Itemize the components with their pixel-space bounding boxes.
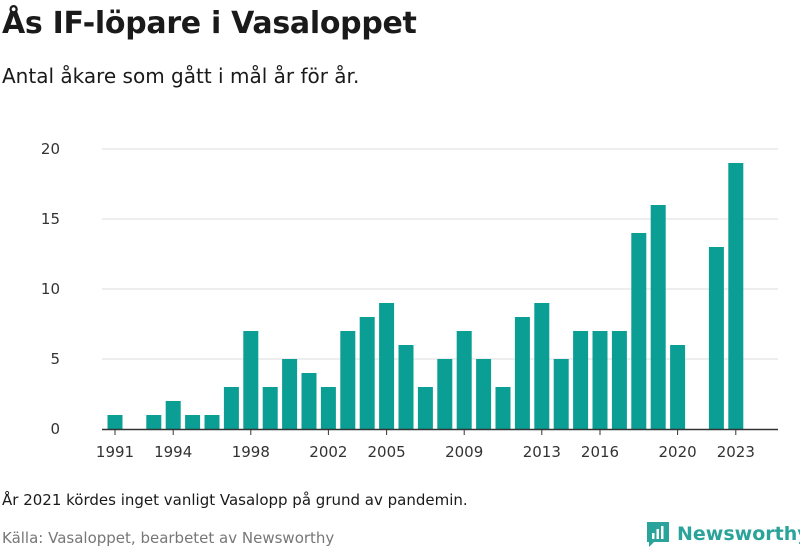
bar-2004 — [359, 317, 375, 429]
bar-2012 — [514, 317, 530, 429]
bar-2008 — [437, 359, 453, 429]
bar-2005 — [379, 303, 395, 429]
bar-1997 — [223, 387, 239, 429]
bar-2013 — [534, 303, 550, 429]
y-axis-ticks: 0 5 10 15 20 — [41, 140, 60, 438]
bar-2001 — [301, 373, 317, 429]
bar-2015 — [573, 331, 589, 429]
bar-1994 — [165, 401, 181, 429]
bar-2000 — [282, 359, 298, 429]
bar-2010 — [476, 359, 492, 429]
gridlines — [102, 148, 778, 360]
y-tick-label: 20 — [41, 140, 60, 158]
bar-2019 — [650, 205, 666, 429]
y-tick-label: 10 — [41, 280, 60, 298]
x-tick-label: 2023 — [717, 443, 755, 461]
x-tick-label: 2002 — [309, 443, 347, 461]
x-tick-label: 2009 — [445, 443, 483, 461]
bar-2023 — [728, 163, 744, 429]
bar-2007 — [417, 387, 433, 429]
bars — [107, 163, 744, 429]
x-tick-label: 1994 — [154, 443, 192, 461]
bar-1995 — [185, 415, 201, 429]
bar-1998 — [243, 331, 259, 429]
y-tick-label: 5 — [50, 350, 60, 368]
bar-1999 — [262, 387, 278, 429]
x-tick-label: 2016 — [581, 443, 619, 461]
bar-2006 — [398, 345, 414, 429]
x-axis-ticks: 1991 1994 1998 2002 2005 2009 2013 2016 2020 2023 — [96, 429, 755, 461]
chart-title: Ås IF-löpare i Vasaloppet — [2, 6, 417, 41]
x-tick-label: 2020 — [659, 443, 697, 461]
x-tick-label: 2005 — [368, 443, 406, 461]
y-tick-label: 0 — [50, 420, 60, 438]
bar-2009 — [456, 331, 472, 429]
newsworthy-logo: Newsworthy — [645, 519, 800, 549]
x-tick-label: 2013 — [523, 443, 561, 461]
bar-2020 — [670, 345, 686, 429]
source-text: Källa: Vasaloppet, bearbetet av Newswort… — [2, 529, 335, 547]
bar-2011 — [495, 387, 511, 429]
y-tick-label: 15 — [41, 210, 60, 228]
bar-1996 — [204, 415, 220, 429]
bar-2017 — [611, 331, 627, 429]
newsworthy-logo-icon — [647, 522, 669, 547]
x-tick-label: 1998 — [232, 443, 270, 461]
bar-2022 — [708, 247, 724, 429]
footnote: År 2021 kördes inget vanligt Vasalopp på… — [2, 491, 468, 509]
bar-2003 — [340, 331, 356, 429]
bar-2014 — [553, 359, 569, 429]
bar-2016 — [592, 331, 608, 429]
x-tick-label: 1991 — [96, 443, 134, 461]
bar-2002 — [320, 387, 336, 429]
bar-chart: 0 5 10 15 20 1991 1994 1998 2002 2005 2009 2013 201… — [41, 140, 778, 461]
bar-2018 — [631, 233, 647, 429]
bar-1993 — [146, 415, 162, 429]
bar-1991 — [107, 415, 123, 429]
chart-subtitle: Antal åkare som gått i mål år för år. — [2, 64, 360, 88]
newsworthy-logo-text: Newsworthy — [677, 523, 800, 545]
